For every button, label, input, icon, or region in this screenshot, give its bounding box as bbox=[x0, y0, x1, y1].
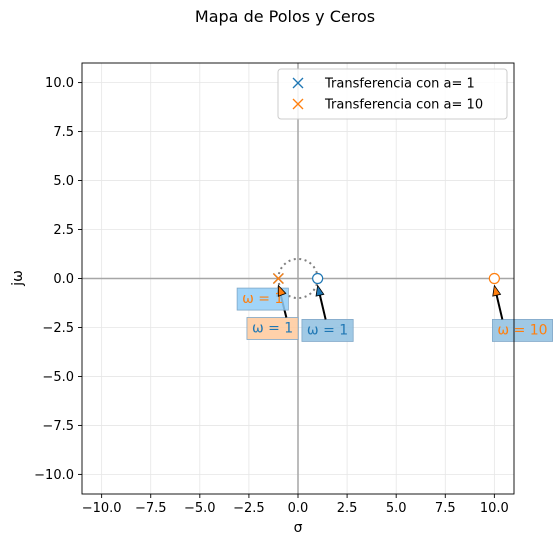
annotation-text-3: ω = 10 bbox=[497, 322, 547, 338]
annotation-arrow-shaft-3 bbox=[495, 295, 504, 320]
y-tick-label-8: 10.0 bbox=[45, 76, 74, 91]
zero-marker-s1-0 bbox=[488, 272, 500, 285]
annotation-box-1 bbox=[301, 319, 354, 342]
annotation-arrow-head-2 bbox=[277, 284, 287, 297]
reference-axes bbox=[82, 63, 514, 494]
y-tick-label-3: −2.5 bbox=[42, 321, 74, 336]
annotation-arrow-head-1 bbox=[315, 284, 325, 297]
zero-marker-s0-0 bbox=[312, 272, 324, 285]
annotation-text-2: ω = 1 bbox=[242, 291, 283, 307]
legend-marker-0 bbox=[292, 77, 304, 89]
x-tick-label-5: 2.5 bbox=[337, 501, 358, 516]
ticks: −10.0 −7.5 −5.0 −2.5 0.0 2.5 5.0 7.5 10.0 −10.0 −7… bbox=[34, 76, 509, 516]
x-tick-label-2: −5.0 bbox=[184, 501, 216, 516]
y-tick-label-6: 5.0 bbox=[53, 174, 74, 189]
legend-label-1: Transferencia con a= 10 bbox=[324, 98, 483, 113]
annotation-text-1: ω = 1 bbox=[307, 322, 348, 338]
pole-marker-s1-0 bbox=[272, 273, 284, 284]
annotation-ann-a10-zero: ω = 10 bbox=[491, 284, 553, 342]
annotation-box-2 bbox=[236, 287, 289, 311]
x-tick-label-8: 10.0 bbox=[480, 501, 509, 516]
x-tick-label-3: −2.5 bbox=[233, 501, 265, 516]
annotation-ann-a1-zero: ω = 1 bbox=[301, 284, 354, 342]
annotation-arrow-shaft-1 bbox=[318, 295, 327, 320]
annotation-arrow-head-3 bbox=[492, 284, 502, 297]
annotation-text-0: ω = 1 bbox=[252, 320, 293, 336]
y-tick-label-0: −10.0 bbox=[34, 468, 74, 483]
x-axis-label: σ bbox=[294, 520, 303, 536]
chart-title: Mapa de Polos y Ceros bbox=[195, 7, 375, 26]
y-tick-label-5: 2.5 bbox=[53, 223, 74, 238]
annotation-box-3 bbox=[491, 319, 553, 342]
legend-marker-1 bbox=[292, 98, 304, 110]
annotation-ann-a10-pole: ω = 1 bbox=[236, 284, 289, 311]
x-tick-label-4: 0.0 bbox=[288, 501, 309, 516]
legend: Transferencia con a= 1 Transferencia con … bbox=[277, 68, 508, 120]
x-tick-label-0: −10.0 bbox=[82, 501, 122, 516]
y-tick-label-4: 0.0 bbox=[53, 272, 74, 287]
marks-layer bbox=[272, 272, 500, 285]
annotations-layer: ω = 1 ω = 1 ω = 1 ω = 10 bbox=[236, 284, 553, 342]
y-tick-label-7: 7.5 bbox=[53, 125, 74, 140]
legend-label-0: Transferencia con a= 1 bbox=[324, 77, 475, 92]
y-tick-label-1: −7.5 bbox=[42, 419, 74, 434]
y-axis-label: jω bbox=[10, 270, 26, 287]
x-tick-label-6: 5.0 bbox=[386, 501, 407, 516]
x-tick-label-7: 7.5 bbox=[435, 501, 456, 516]
legend-box bbox=[277, 68, 508, 120]
y-tick-label-2: −5.0 bbox=[42, 370, 74, 385]
annotation-box-0 bbox=[246, 317, 299, 340]
x-tick-label-1: −7.5 bbox=[135, 501, 167, 516]
